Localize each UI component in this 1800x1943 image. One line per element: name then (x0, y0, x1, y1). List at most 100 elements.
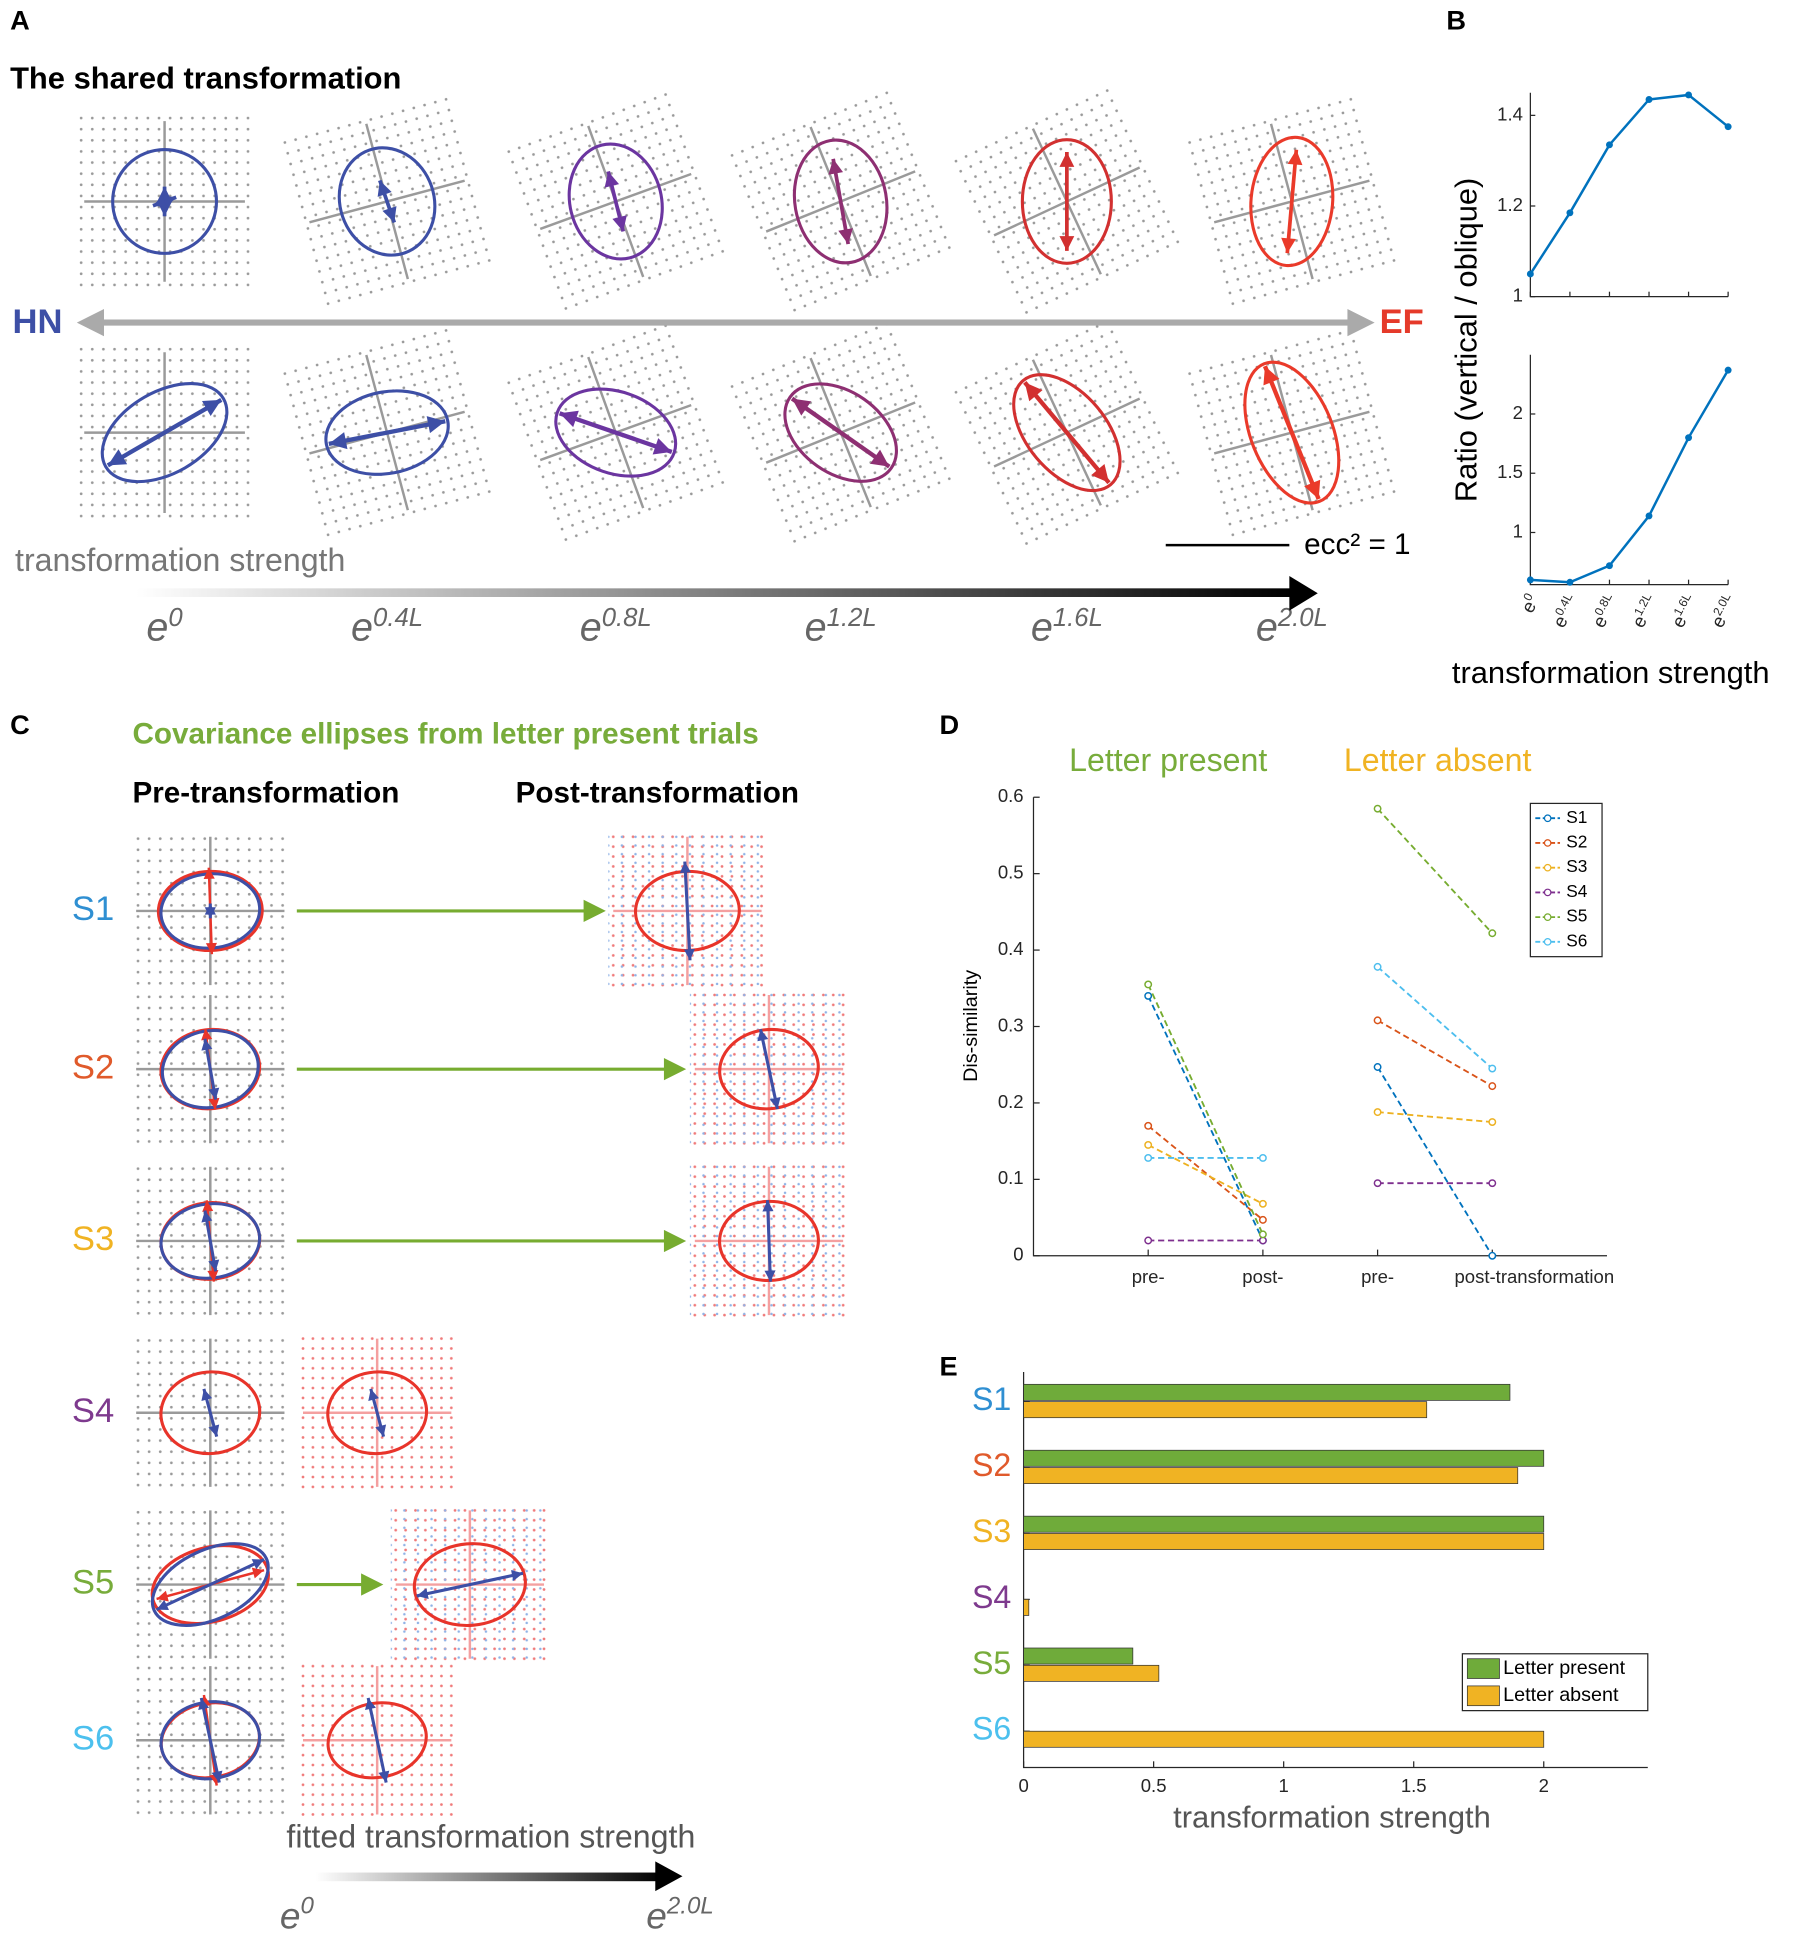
bar (1023, 1730, 1545, 1748)
arrow (1023, 381, 1111, 485)
x-axis-label: transformation strength (1452, 655, 1770, 690)
arrow-head (368, 1388, 380, 1402)
ellipse (337, 146, 437, 257)
arrow (366, 1697, 388, 1783)
arrow-head (201, 1388, 213, 1402)
axis-label: transformation strength (15, 542, 345, 578)
panel-label: E (940, 1350, 958, 1381)
x-tick-label: post-transformation (1454, 1266, 1614, 1287)
bar (1023, 1664, 1160, 1682)
chart-title: Letter present (1069, 742, 1267, 778)
arrow-head (251, 1559, 265, 1570)
superscript: 2.0L (1710, 591, 1734, 619)
x-axis-label: transformation strength (1173, 1800, 1491, 1835)
ellipse (783, 382, 898, 483)
arrow-head (208, 1259, 220, 1272)
point (1258, 1154, 1267, 1162)
y-tick-label: 2 (1513, 402, 1523, 423)
arrow-head (663, 1058, 687, 1081)
point (1144, 1236, 1153, 1245)
arrow (758, 1028, 779, 1110)
panel-label: C (10, 709, 30, 740)
ellipse (1012, 373, 1122, 493)
arrow-head (201, 1028, 213, 1041)
arrow-head (828, 158, 844, 175)
arrow-head (201, 1210, 213, 1223)
ellipse (111, 148, 219, 255)
series-line (1376, 808, 1493, 934)
point (1258, 1230, 1267, 1239)
arrow-head (204, 907, 216, 919)
bar (1023, 1467, 1519, 1484)
superscript: 1.6L (1671, 591, 1695, 619)
arrow-head (511, 1570, 524, 1582)
arrow-head (208, 1087, 220, 1100)
arrow (106, 397, 223, 468)
point (1488, 1179, 1497, 1188)
arrow-head (208, 1097, 220, 1110)
superscript: 0.4L (373, 604, 423, 632)
arrow-head (1289, 575, 1318, 611)
arrow-head (207, 1270, 219, 1282)
x-tick-label: 1 (1279, 1775, 1289, 1796)
ellipse (159, 1370, 262, 1456)
arrow-head (328, 432, 348, 450)
legend-label: S3 (1566, 856, 1587, 876)
arrow-head (416, 1588, 429, 1599)
legend-label: S1 (1566, 807, 1587, 827)
arrow-head (107, 449, 128, 466)
arrow-head (377, 180, 392, 197)
bar (1023, 1515, 1545, 1533)
legend-marker (1543, 938, 1552, 946)
y-tick-label: S4 (972, 1579, 1011, 1615)
series-line (1147, 995, 1264, 1241)
legend-label: S4 (1566, 881, 1588, 901)
arrow-head (559, 410, 579, 428)
bar (1023, 1401, 1428, 1419)
arrow-head (375, 1424, 387, 1437)
point (1488, 1251, 1497, 1260)
point (1144, 1141, 1153, 1149)
arrow-head (1059, 152, 1075, 167)
series-line (1147, 1144, 1264, 1205)
column-label: Post-transformation (516, 777, 799, 810)
arrow-head (203, 867, 215, 880)
strength-gradient (136, 588, 1292, 597)
arrow-head (1059, 236, 1075, 251)
legend-box (1529, 802, 1603, 958)
arrow-head (1024, 382, 1043, 402)
series-line (1376, 966, 1493, 1070)
ellipse (718, 1027, 820, 1111)
point (1488, 929, 1497, 938)
arrow (558, 411, 673, 454)
ellipse (326, 1370, 429, 1456)
ellipse (792, 138, 889, 265)
bar (1023, 1647, 1134, 1665)
legend-marker (1543, 863, 1552, 872)
subject-label: S5 (72, 1564, 114, 1602)
legend-label: S6 (1566, 930, 1587, 950)
strength-label: e2.0L (1256, 604, 1328, 650)
point (1144, 991, 1153, 1000)
y-tick-label: 0.2 (998, 1091, 1024, 1112)
axis (1529, 354, 1729, 586)
x-tick-label: e2.0L (1706, 591, 1742, 631)
subject-label: S2 (72, 1048, 114, 1086)
point (1685, 434, 1693, 442)
point (1606, 141, 1613, 149)
series-line (1147, 984, 1264, 1235)
superscript: 0.8L (1592, 591, 1616, 619)
arrow-head (365, 1697, 376, 1711)
strength-gradient (315, 1872, 662, 1882)
arrow-head (152, 195, 167, 208)
arrow-head (382, 206, 397, 223)
point (1566, 209, 1574, 217)
point (1258, 1199, 1267, 1208)
arrow-head (426, 416, 446, 434)
superscript: 2.0L (666, 1893, 714, 1920)
legend-swatch (1466, 1685, 1500, 1707)
y-tick-label: S2 (972, 1447, 1011, 1483)
legend-label: S2 (1566, 832, 1587, 852)
legend-marker (1543, 814, 1552, 823)
arrow-head (757, 1029, 769, 1042)
